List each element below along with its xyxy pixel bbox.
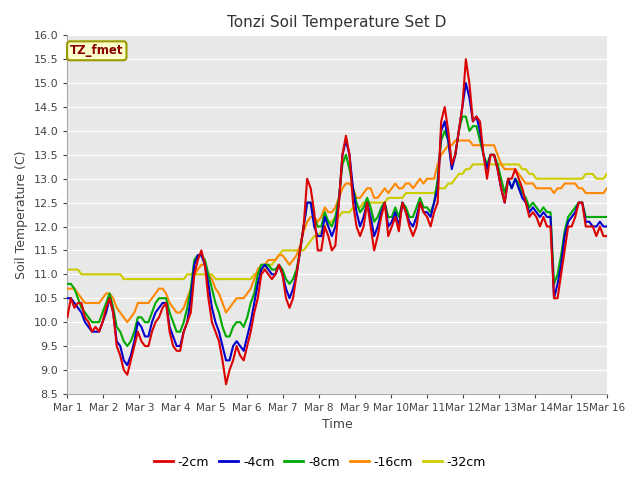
Title: Tonzi Soil Temperature Set D: Tonzi Soil Temperature Set D — [227, 15, 447, 30]
Legend: -2cm, -4cm, -8cm, -16cm, -32cm: -2cm, -4cm, -8cm, -16cm, -32cm — [149, 451, 491, 474]
Text: TZ_fmet: TZ_fmet — [70, 44, 124, 57]
Y-axis label: Soil Temperature (C): Soil Temperature (C) — [15, 150, 28, 279]
X-axis label: Time: Time — [322, 419, 353, 432]
